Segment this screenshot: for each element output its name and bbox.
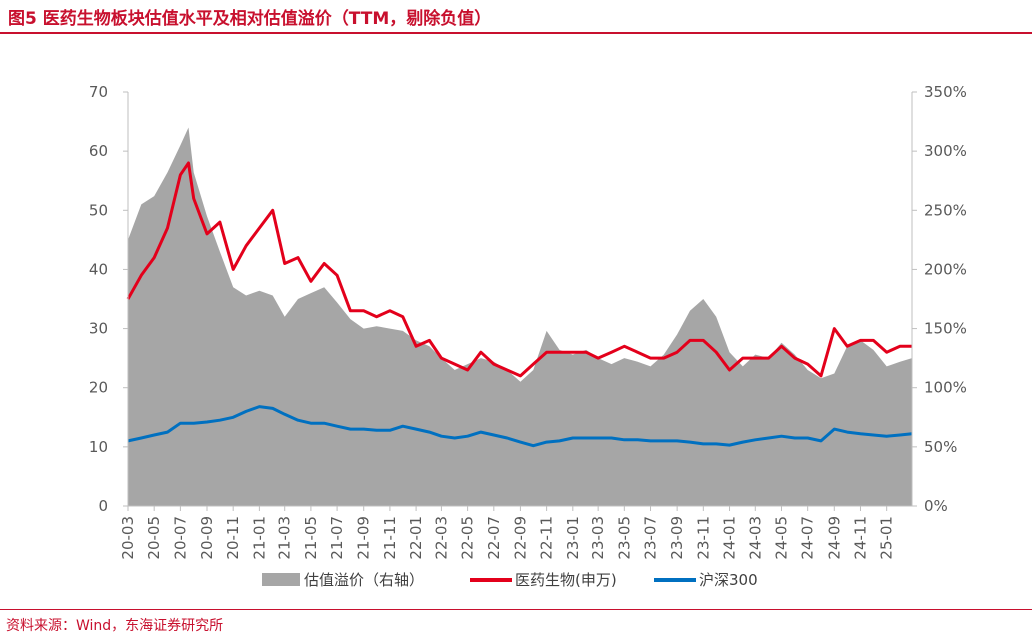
x-tick-label: 22-09 <box>511 516 529 560</box>
x-tick-label: 21-03 <box>276 516 294 560</box>
x-tick-label: 24-11 <box>851 516 869 560</box>
x-tick-label: 25-01 <box>878 516 896 560</box>
x-tick-label: 24-09 <box>825 516 843 560</box>
series-line-pharma <box>126 161 912 378</box>
right-tick-label: 250% <box>924 201 967 219</box>
right-tick-label: 100% <box>924 379 967 397</box>
x-tick-label: 24-01 <box>721 516 739 560</box>
legend-label-pharma: 医药生物(申万) <box>515 571 617 589</box>
x-tick-label: 20-03 <box>119 516 137 560</box>
x-tick-label: 23-11 <box>694 516 712 560</box>
left-tick-label: 50 <box>89 201 108 219</box>
right-tick-label: 0% <box>924 497 948 515</box>
legend-swatch-premium <box>262 573 300 586</box>
x-tick-label: 22-01 <box>407 516 425 560</box>
left-tick-label: 30 <box>89 320 108 338</box>
x-tick-label: 20-11 <box>224 516 242 560</box>
footer-divider <box>0 609 1032 610</box>
x-tick-label: 21-01 <box>250 516 268 560</box>
x-tick-label: 23-09 <box>668 516 686 560</box>
left-tick-label: 0 <box>98 497 108 515</box>
series-area-premium <box>128 127 912 506</box>
right-tick-label: 50% <box>924 438 957 456</box>
x-tick-label: 21-11 <box>381 516 399 560</box>
x-tick-label: 22-03 <box>432 516 450 560</box>
chart: 0 10 20 30 40 50 60 70 0% 50% 100% 150% 200% 250% 300%… <box>89 83 967 589</box>
source-note: 资料来源：Wind，东海证券研究所 <box>6 618 224 634</box>
legend-label-premium: 估值溢价（右轴） <box>304 571 424 589</box>
x-tick-label: 23-01 <box>564 516 582 560</box>
right-tick-label: 300% <box>924 142 967 160</box>
left-tick-label: 10 <box>89 438 108 456</box>
right-tick-label: 350% <box>924 83 967 101</box>
x-tick-label: 24-03 <box>746 516 764 560</box>
title-divider <box>0 32 1032 34</box>
left-tick-label: 70 <box>89 83 108 101</box>
right-tick-label: 200% <box>924 260 967 278</box>
x-tick-label: 22-05 <box>459 516 477 560</box>
x-tick-label: 20-05 <box>145 516 163 560</box>
x-tick-label: 24-05 <box>772 516 790 560</box>
x-tick-label: 22-11 <box>538 516 556 560</box>
legend-label-csi300: 沪深300 <box>699 571 758 589</box>
left-tick-label: 40 <box>89 260 108 278</box>
x-tick-label: 22-07 <box>485 516 503 560</box>
x-tick-label: 21-09 <box>355 516 373 560</box>
x-tick-label: 23-05 <box>615 516 633 560</box>
x-tick-label: 23-07 <box>642 516 660 560</box>
x-tick-label: 24-07 <box>799 516 817 560</box>
x-tick-label: 20-09 <box>198 516 216 560</box>
left-tick-label: 60 <box>89 142 108 160</box>
left-tick-label: 20 <box>89 379 108 397</box>
x-tick-label: 23-03 <box>589 516 607 560</box>
chart-title: 图5 医药生物板块估值水平及相对估值溢价（TTM，剔除负值） <box>8 9 492 29</box>
right-tick-label: 150% <box>924 320 967 338</box>
x-tick-label: 21-05 <box>302 516 320 560</box>
x-tick-label: 20-07 <box>171 516 189 560</box>
series-line-csi300 <box>127 405 913 448</box>
x-tick-label: 21-07 <box>328 516 346 560</box>
